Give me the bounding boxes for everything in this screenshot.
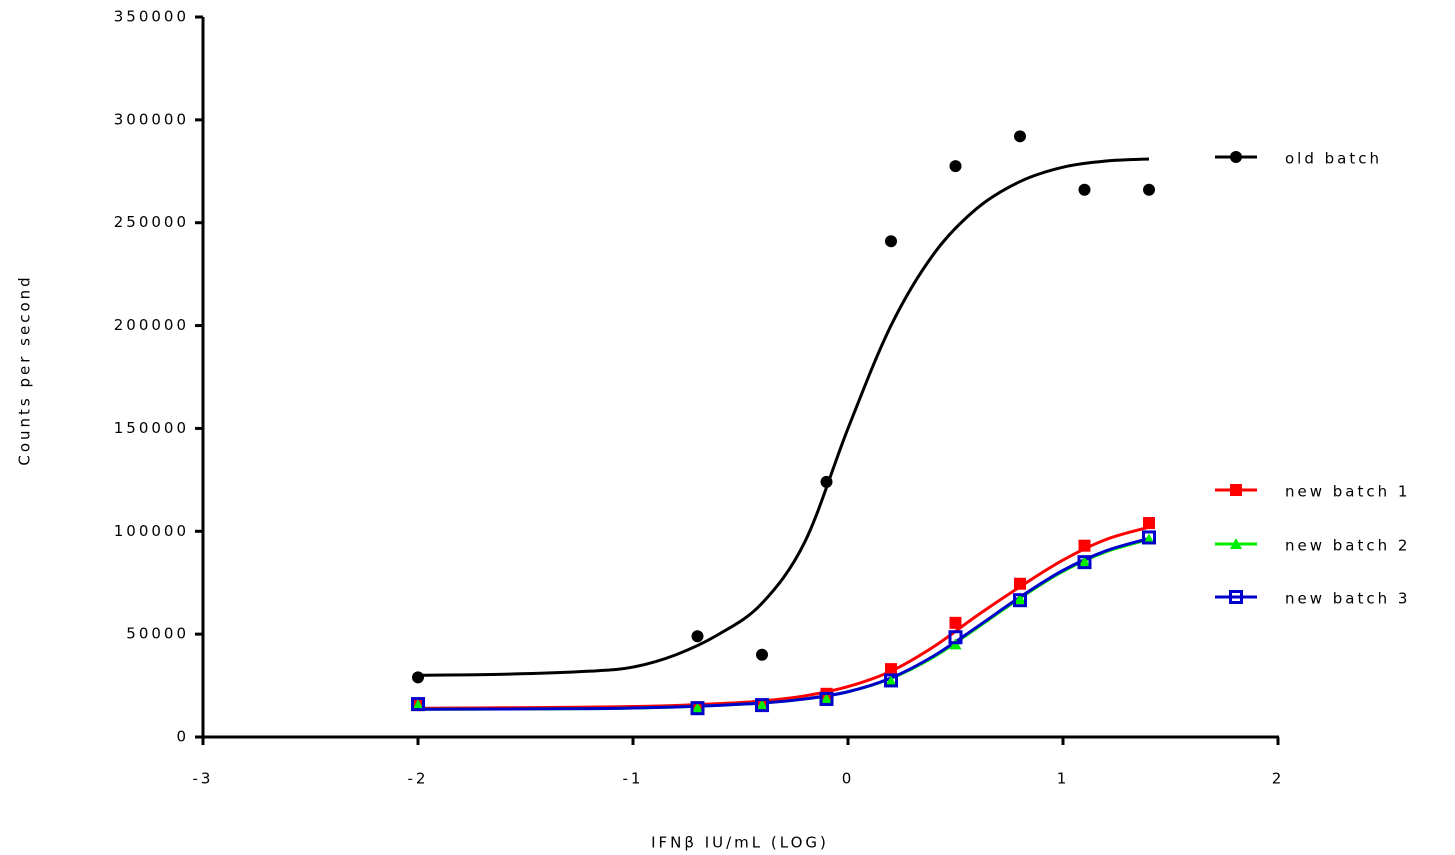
- y-tick-label: 50000: [126, 625, 189, 643]
- marker: [756, 648, 768, 661]
- y-tick-label: 200000: [114, 316, 189, 334]
- marker: [884, 673, 898, 688]
- y-tick-label: 100000: [114, 522, 189, 540]
- x-tick-label: -2: [408, 770, 429, 788]
- marker: [1230, 484, 1242, 496]
- marker: [756, 699, 768, 711]
- marker: [820, 692, 833, 704]
- marker: [1143, 183, 1155, 196]
- legend-label: old batch: [1285, 150, 1382, 168]
- marker: [949, 160, 962, 173]
- y-tick-label: 0: [176, 728, 189, 746]
- marker: [1078, 183, 1091, 196]
- marker: [1143, 517, 1155, 530]
- legend-label: new batch 3: [1285, 590, 1410, 608]
- marker: [1014, 593, 1026, 605]
- marker: [690, 701, 705, 716]
- marker: [949, 616, 962, 629]
- marker: [885, 663, 897, 676]
- x-tick-label: 1: [1057, 770, 1070, 788]
- marker: [1014, 130, 1026, 143]
- x-tick-label: -1: [623, 770, 644, 788]
- marker: [819, 691, 834, 706]
- marker: [885, 675, 897, 687]
- y-axis-title: Counts per second: [16, 274, 34, 465]
- marker: [1077, 555, 1092, 570]
- marker: [1078, 556, 1091, 568]
- marker: [820, 475, 833, 488]
- x-axis-title: IFNβ IU/mL (LOG): [651, 834, 829, 852]
- x-tick-label: -3: [193, 770, 214, 788]
- x-tick-label: 0: [842, 770, 855, 788]
- y-tick-label: 250000: [114, 213, 189, 231]
- legend-label: new batch 1: [1285, 483, 1410, 501]
- marker: [691, 702, 704, 714]
- y-tick-label: 300000: [114, 110, 189, 128]
- marker: [948, 630, 963, 645]
- marker: [691, 630, 704, 643]
- marker: [1230, 538, 1242, 549]
- marker: [885, 235, 897, 248]
- y-tick-label: 350000: [114, 8, 189, 26]
- marker: [1014, 577, 1026, 590]
- fit-curve: [417, 157, 1150, 677]
- marker: [412, 699, 424, 711]
- x-tick-label: 2: [1272, 770, 1285, 788]
- fit-curve: [417, 525, 1150, 710]
- marker: [1229, 590, 1243, 604]
- marker: [1142, 530, 1156, 545]
- marker: [1013, 593, 1027, 608]
- marker: [1078, 539, 1091, 552]
- marker: [755, 698, 769, 713]
- marker: [1230, 151, 1242, 163]
- y-tick-label: 150000: [114, 419, 189, 437]
- legend-label: new batch 2: [1285, 537, 1410, 555]
- marker: [411, 697, 425, 712]
- fit-curve: [417, 538, 1150, 711]
- marker: [412, 671, 424, 684]
- fit-curve: [417, 537, 1150, 711]
